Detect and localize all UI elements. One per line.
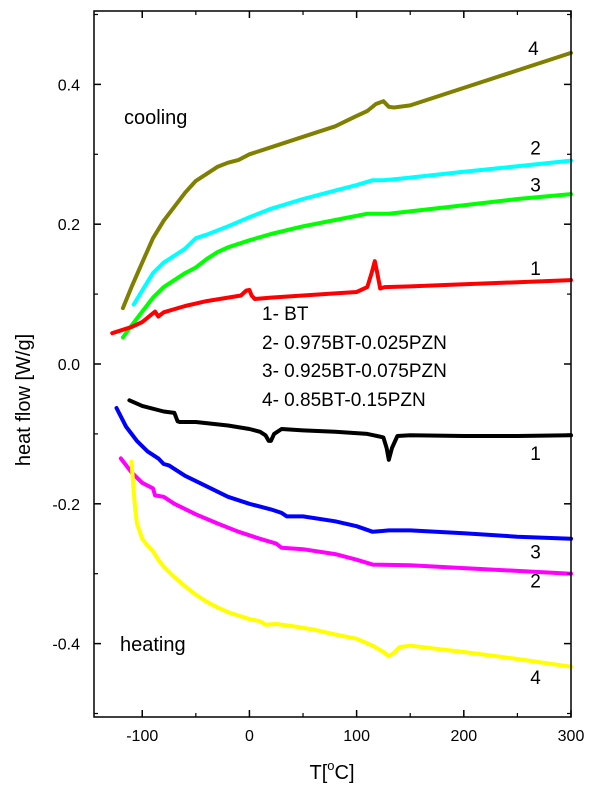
series-cool3-number-label: 3: [530, 175, 541, 196]
x-tick-label: 300: [558, 728, 585, 745]
y-axis-label: heat flow [W/g]: [13, 334, 35, 466]
series-cool4-line: [120, 50, 573, 311]
x-tick-label: 100: [343, 728, 370, 745]
x-tick-label: 0: [245, 728, 254, 745]
y-tick-label: 0.2: [58, 217, 80, 234]
y-tick-label: -0.4: [52, 637, 80, 654]
y-tick-label: 0.4: [58, 77, 80, 94]
y-tick-label: 0.0: [58, 357, 80, 374]
series-heat4-number-label: 4: [530, 668, 541, 689]
legend-text: 1- BT 2- 0.975BT-0.025PZN 3- 0.925BT-0.0…: [262, 304, 447, 411]
x-axis-label-sup: o: [327, 758, 334, 773]
series-heat3-line: [114, 406, 573, 541]
series-heat1-line: [127, 398, 573, 462]
series-heat2-line: [118, 456, 573, 576]
series-cool2-number-label: 2: [530, 138, 541, 159]
x-axis-label-main: T[: [309, 762, 327, 784]
series-cool1-number-label: 1: [530, 259, 541, 280]
series-heat1-number-label: 1: [530, 444, 541, 465]
legend-line-2: 2- 0.975BT-0.025PZN: [262, 333, 447, 354]
legend-line-4: 4- 0.85BT-0.15PZN: [262, 390, 426, 411]
series-heat4-line: [129, 459, 573, 669]
legend-line-3: 3- 0.925BT-0.075PZN: [262, 361, 447, 382]
series-cool1-line: [110, 259, 573, 336]
y-tick-label: -0.2: [52, 497, 80, 514]
series-heat2-number-label: 2: [530, 572, 541, 593]
x-axis-label-end: C]: [335, 762, 355, 784]
heating-label: heating: [120, 634, 186, 656]
x-tick-label: 200: [450, 728, 477, 745]
axes: -100 0 100 200 300 -0.4 -0.2 0.0 0.2 0.4: [52, 10, 585, 745]
x-tick-label: -100: [126, 728, 158, 745]
series-cool3-line: [120, 192, 573, 340]
series-cool4-number-label: 4: [528, 39, 539, 60]
series-heat3-number-label: 3: [530, 542, 541, 563]
series-layer: 4 2 3 1 1 3 2 4: [110, 39, 573, 689]
cooling-label: cooling: [124, 107, 187, 129]
legend-line-1: 1- BT: [262, 304, 309, 325]
series-cool2-line: [131, 158, 573, 307]
x-axis-label: T[oC]: [309, 758, 354, 784]
